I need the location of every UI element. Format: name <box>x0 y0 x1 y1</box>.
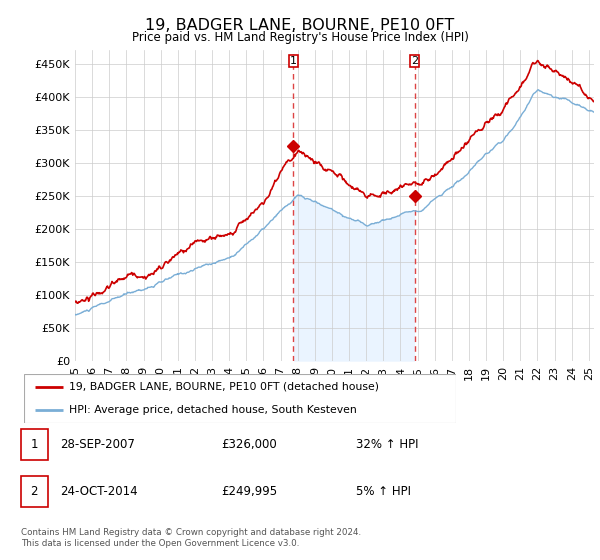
Text: Contains HM Land Registry data © Crown copyright and database right 2024.
This d: Contains HM Land Registry data © Crown c… <box>21 528 361 548</box>
Text: 19, BADGER LANE, BOURNE, PE10 0FT (detached house): 19, BADGER LANE, BOURNE, PE10 0FT (detac… <box>70 382 379 392</box>
FancyBboxPatch shape <box>24 374 456 423</box>
FancyBboxPatch shape <box>21 477 48 507</box>
Text: 1: 1 <box>31 438 38 451</box>
Text: 1: 1 <box>290 56 297 66</box>
Text: £326,000: £326,000 <box>221 438 277 451</box>
Text: £249,995: £249,995 <box>221 485 277 498</box>
Text: Price paid vs. HM Land Registry's House Price Index (HPI): Price paid vs. HM Land Registry's House … <box>131 31 469 44</box>
Text: 19, BADGER LANE, BOURNE, PE10 0FT: 19, BADGER LANE, BOURNE, PE10 0FT <box>145 18 455 33</box>
FancyBboxPatch shape <box>21 429 48 460</box>
Text: 5% ↑ HPI: 5% ↑ HPI <box>356 485 412 498</box>
Text: 32% ↑ HPI: 32% ↑ HPI <box>356 438 419 451</box>
FancyBboxPatch shape <box>410 55 419 67</box>
Text: 2: 2 <box>411 56 418 66</box>
Text: 2: 2 <box>31 485 38 498</box>
FancyBboxPatch shape <box>289 55 298 67</box>
Text: 28-SEP-2007: 28-SEP-2007 <box>60 438 135 451</box>
Text: HPI: Average price, detached house, South Kesteven: HPI: Average price, detached house, Sout… <box>70 405 357 416</box>
Text: 24-OCT-2014: 24-OCT-2014 <box>60 485 138 498</box>
